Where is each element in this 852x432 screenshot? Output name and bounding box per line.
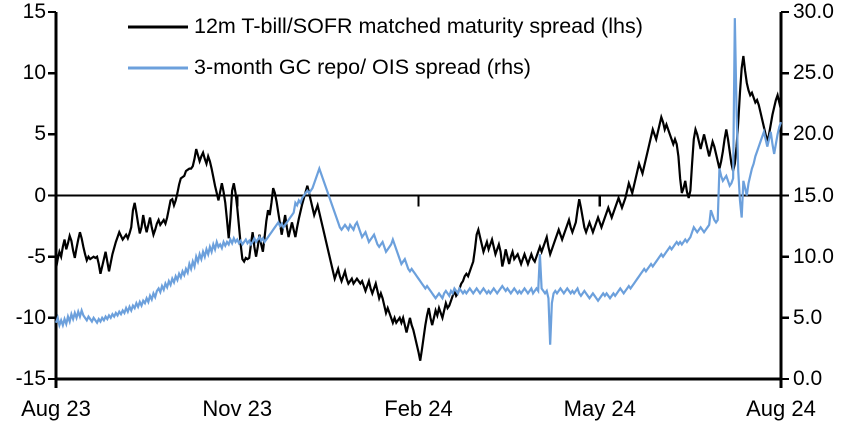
y-left-tick-label-0: 15 — [22, 0, 46, 23]
x-tick-label-2: Feb 24 — [384, 396, 453, 421]
y-right-tick-label-2: 20.0 — [793, 122, 834, 146]
y-right-tick-label-4: 10.0 — [793, 244, 834, 268]
x-tick-label-1: Nov 23 — [202, 396, 273, 421]
y-right-tick-label-1: 25.0 — [793, 61, 834, 85]
series-line-gc-repo-ois — [54, 18, 783, 345]
x-tick-label-3: May 24 — [563, 396, 636, 421]
y-right-tick-label-5: 5.0 — [793, 305, 823, 329]
series-line-tbill-sofr — [54, 55, 783, 361]
y-left-tick-label-2: 5 — [34, 122, 46, 146]
y-right-tick-label-0: 30.0 — [793, 0, 834, 23]
y-left-tick-label-5: -10 — [15, 305, 46, 329]
legend-swatch-layer — [128, 25, 188, 70]
y-left-tick-label-1: 10 — [22, 61, 46, 85]
y-left-tick-label-3: 0 — [34, 183, 46, 207]
y-left-tick-label-6: -15 — [15, 367, 46, 390]
y-left-tick-label-4: -5 — [27, 244, 46, 268]
x-tick-label-0: Aug 23 — [21, 396, 91, 421]
legend-label-gc-repo-ois: 3-month GC repo/ OIS spread (rhs) — [194, 55, 531, 79]
x-tick-label-4: Aug 24 — [746, 396, 816, 421]
y-right-tick-label-3: 15.0 — [793, 183, 834, 207]
series-layer — [54, 18, 783, 361]
y-right-tick-label-6: 0.0 — [793, 367, 823, 390]
legend-label-tbill-sofr: 12m T-bill/SOFR matched maturity spread … — [194, 14, 643, 38]
